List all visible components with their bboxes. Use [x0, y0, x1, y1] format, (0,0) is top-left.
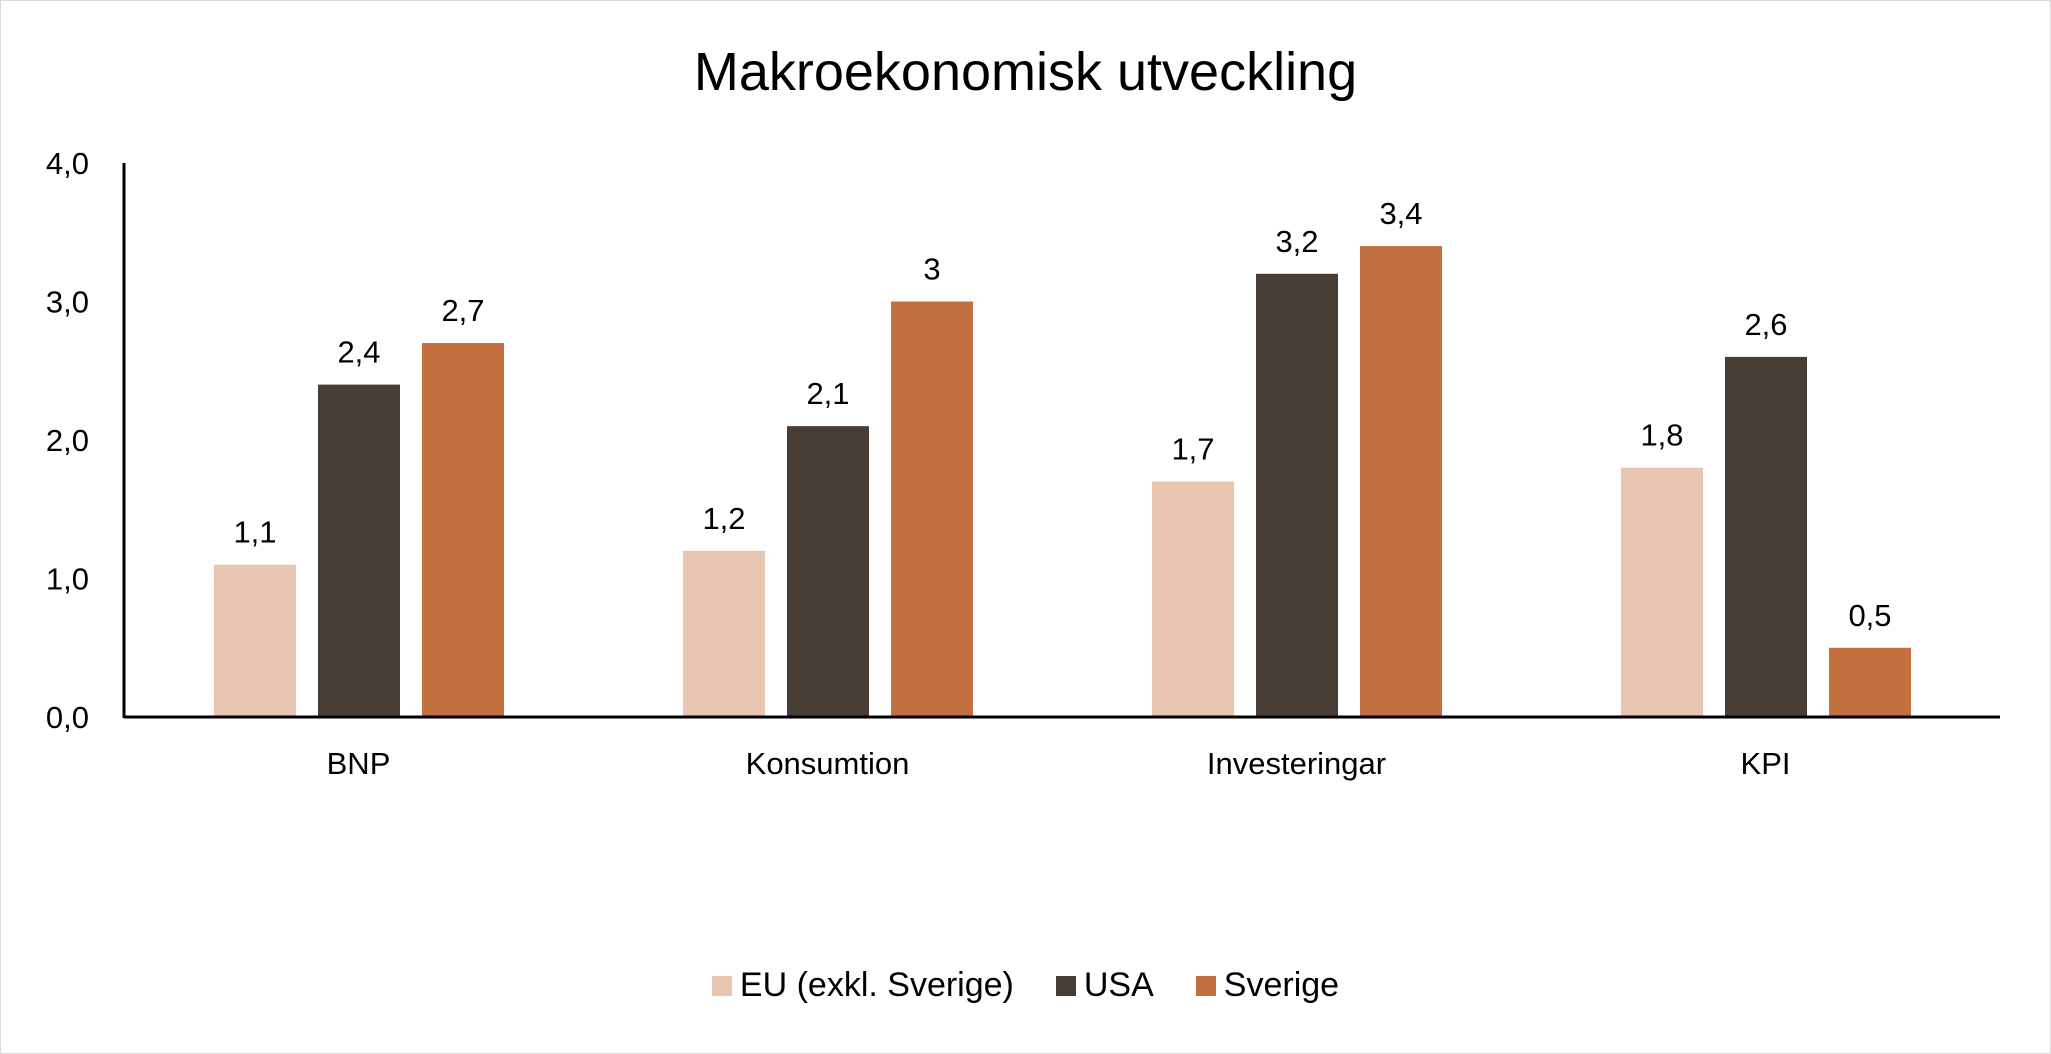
x-tick-label: KPI [1741, 746, 1791, 781]
bar [214, 564, 296, 717]
y-tick-label: 3,0 [46, 285, 89, 320]
bar [1621, 467, 1703, 717]
data-label: 3 [923, 252, 940, 287]
legend-swatch-eu [711, 975, 732, 996]
legend-label-sverige: Sverige [1223, 966, 1340, 1004]
x-tick-label: BNP [327, 746, 391, 781]
data-label: 3,4 [1379, 196, 1422, 231]
bar [891, 301, 973, 717]
x-tick-label: Konsumtion [746, 746, 910, 781]
legend-label-usa: USA [1083, 966, 1154, 1004]
data-label: 1,2 [702, 501, 745, 536]
y-tick-label: 1,0 [46, 562, 89, 597]
bar [1725, 356, 1807, 717]
legend-swatch-sverige [1195, 975, 1216, 996]
bar [1829, 647, 1911, 717]
bar [1360, 246, 1442, 717]
bar [787, 426, 869, 717]
y-tick-label: 4,0 [46, 146, 89, 181]
y-tick-label: 2,0 [46, 423, 89, 458]
y-tick-label: 0,0 [46, 700, 89, 735]
x-tick-label: Investeringar [1207, 746, 1386, 781]
data-label: 0,5 [1848, 598, 1891, 633]
data-label: 1,1 [233, 515, 276, 550]
data-label: 2,1 [806, 376, 849, 411]
chart-title: Makroekonomisk utveckling [693, 42, 1358, 102]
legend-item-eu: EU (exkl. Sverige) [711, 966, 1014, 1005]
legend-item-sverige: Sverige [1195, 966, 1340, 1005]
data-label: 1,8 [1640, 418, 1683, 453]
bar [1152, 481, 1234, 717]
bar [318, 384, 400, 717]
legend: EU (exkl. Sverige) USA Sverige [1, 966, 2050, 1005]
bar [683, 550, 765, 717]
data-label: 3,2 [1275, 224, 1318, 259]
data-label: 2,7 [441, 293, 484, 328]
data-label: 1,7 [1171, 432, 1214, 467]
bar [1256, 273, 1338, 717]
bar [422, 343, 504, 717]
legend-swatch-usa [1055, 975, 1076, 996]
legend-label-eu: EU (exkl. Sverige) [739, 966, 1014, 1004]
data-label: 2,6 [1744, 307, 1787, 342]
data-label: 2,4 [337, 335, 380, 370]
legend-item-usa: USA [1055, 966, 1154, 1005]
